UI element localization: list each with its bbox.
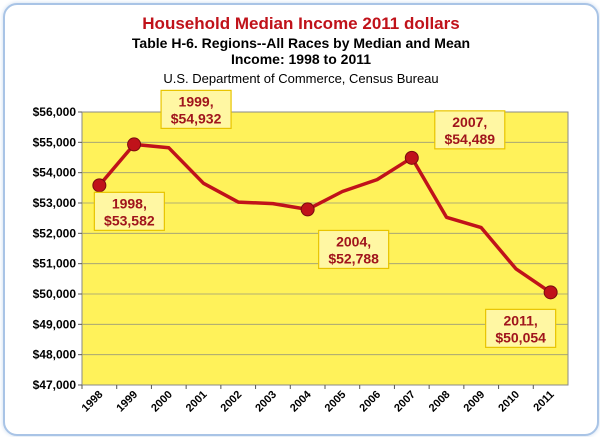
annotation-1998: 1998,$53,582	[93, 191, 165, 231]
series-line	[97, 142, 553, 295]
annotation-year: 1998,	[112, 195, 147, 211]
annotation-year: 2007,	[452, 114, 487, 130]
annotation-value: $53,582	[104, 212, 155, 228]
x-tick-label: 2004	[288, 388, 314, 414]
x-tick-label: 2009	[462, 389, 488, 415]
annotation-year: 2004,	[336, 233, 371, 249]
data-point-marker	[127, 137, 142, 152]
annotation-1999: 1999,$54,932	[160, 89, 232, 129]
x-tick-label: 2003	[253, 389, 279, 415]
annotation-2011: 2011,$50,054	[485, 308, 557, 348]
y-tick-label: $54,000	[33, 166, 77, 180]
y-tick-label: $52,000	[33, 226, 77, 240]
x-tick-label: 1999	[114, 389, 140, 415]
annotation-box	[93, 191, 165, 231]
annotation-year: 1999,	[179, 93, 214, 109]
x-tick-label: 2001	[184, 389, 210, 415]
x-tick-label: 2011	[531, 389, 556, 414]
annotation-box	[160, 89, 232, 129]
chart-title: Household Median Income 2011 dollars	[142, 14, 460, 33]
data-point-marker	[404, 150, 419, 165]
y-tick-label: $47,000	[33, 378, 77, 392]
x-tick-label: 1998	[80, 389, 106, 415]
annotation-value: $54,489	[444, 131, 495, 147]
annotation-2004: 2004,$52,788	[318, 229, 390, 270]
chart-subtitle: Table H-6. Regions--All Races by Median …	[65, 35, 537, 67]
data-point-marker	[300, 202, 315, 217]
x-tick-label: 2002	[219, 389, 245, 415]
annotation-value: $54,932	[171, 110, 222, 126]
y-tick-label: $53,000	[33, 196, 77, 210]
y-tick-label: $50,000	[33, 287, 77, 301]
x-tick-label: 2006	[357, 389, 383, 415]
data-point-marker	[543, 285, 558, 300]
data-annotations: 1998,$53,582 1999,$54,932 2004,$52,788 2007…	[93, 89, 557, 348]
y-tick-label: $56,000	[33, 105, 77, 119]
x-tick-label: 2010	[496, 389, 522, 415]
subtitle-line-2: Income: 1998 to 2011	[230, 51, 372, 67]
x-tick-label: 2005	[323, 389, 349, 415]
data-point-marker	[92, 178, 107, 193]
chart-source: U.S. Department of Commerce, Census Bure…	[163, 71, 439, 86]
annotation-value: $52,788	[328, 250, 379, 266]
series-line-group	[97, 142, 553, 295]
y-tick-label: $48,000	[33, 348, 77, 362]
annotation-box	[485, 308, 557, 348]
x-axis: 1998 1999 2000 2001 2002 2003 2004 2005 2006 2007…	[80, 385, 557, 414]
y-tick-label: $55,000	[33, 135, 77, 149]
y-axis: $47,000 $48,000 $49,000 $50,000 $51,000 $52,0…	[33, 105, 82, 392]
x-tick-label: 2000	[149, 389, 175, 415]
annotation-box	[318, 229, 390, 270]
annotation-2007: 2007,$54,489	[434, 110, 506, 150]
data-markers	[92, 137, 558, 300]
annotation-year: 2011,	[504, 312, 538, 328]
x-tick-label: 2007	[392, 389, 418, 415]
y-tick-label: $49,000	[33, 317, 77, 331]
annotation-value: $50,054	[495, 329, 546, 345]
annotation-box	[434, 110, 506, 150]
subtitle-line-1: Table H-6. Regions--All Races by Median …	[131, 35, 471, 51]
x-tick-label: 2008	[427, 389, 453, 415]
y-tick-label: $51,000	[33, 257, 77, 271]
